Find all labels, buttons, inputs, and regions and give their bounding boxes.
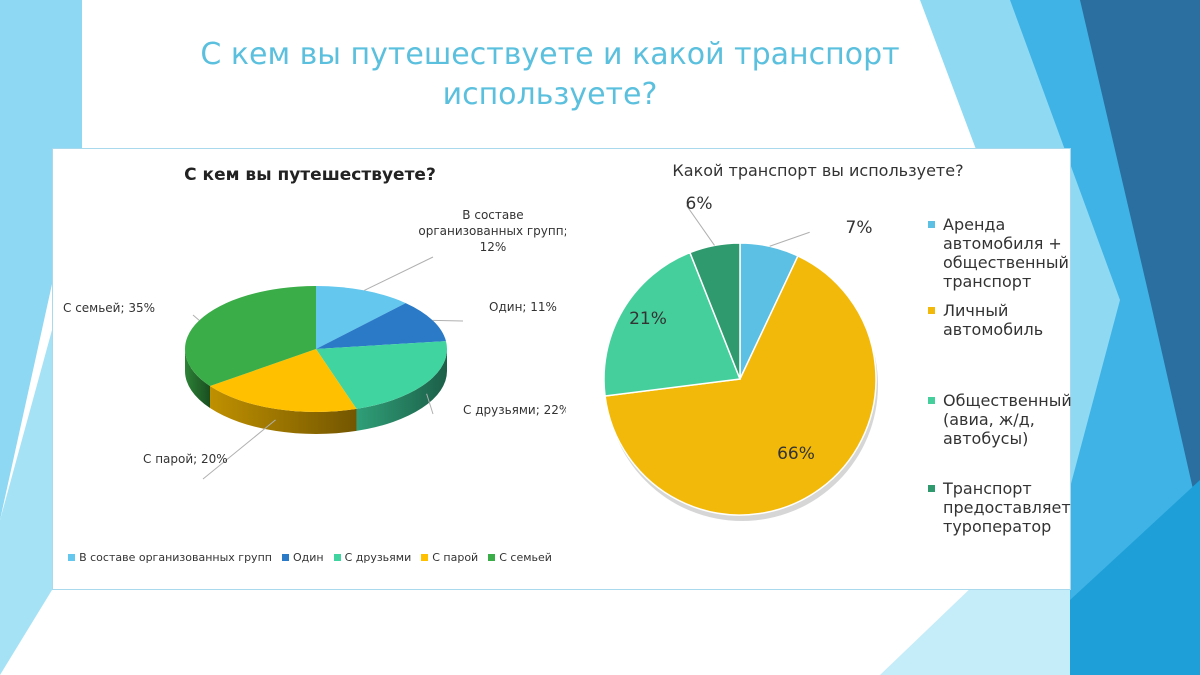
- data-label-1: 66%: [777, 444, 815, 464]
- legend-item: Один: [281, 551, 324, 564]
- pie-side-4: [185, 349, 211, 409]
- leader-line-3: [202, 419, 276, 480]
- chart-transport: Какой транспорт вы используете? 7% 66% 21%…: [566, 148, 1072, 590]
- data-label-1: Один; 11%: [489, 300, 557, 314]
- left-band-light: [0, 0, 82, 520]
- chart-title-with-whom: С кем вы путешествуете?: [184, 165, 436, 185]
- legend-swatch: [488, 554, 496, 561]
- leader-line-3: [686, 205, 715, 246]
- legend-swatch: [928, 397, 935, 404]
- leader-line-1: [432, 319, 464, 322]
- slide-title: С кем вы путешествуете и какой транспорт…: [200, 37, 900, 112]
- legend-swatch: [333, 554, 341, 561]
- legend-swatch: [68, 554, 76, 561]
- legend-item: Личный автомобиль: [928, 301, 1043, 339]
- legend-with-whom: В составе организованных групп Один С друз…: [53, 551, 567, 564]
- legend-swatch: [421, 554, 429, 561]
- legend-item: Общественный (авиа, ж/д, автобусы): [928, 391, 1072, 448]
- leader-line-4: [192, 314, 200, 321]
- pie-side-3: [210, 386, 357, 435]
- data-label-4: С семьей; 35%: [63, 301, 155, 315]
- legend-item: С парой: [421, 551, 478, 564]
- legend-item: С семьей: [488, 551, 552, 564]
- legend-swatch: [928, 221, 935, 228]
- pie-slice-1: [604, 254, 877, 516]
- legend-item: В составе организованных групп: [68, 551, 272, 564]
- legend-swatch: [928, 307, 935, 314]
- left-band-tail: [0, 330, 52, 675]
- pie-side-2: [356, 349, 447, 431]
- legend-label: С друзьями: [344, 551, 412, 564]
- legend-label: С парой: [432, 551, 479, 564]
- legend-label: Общественный (авиа, ж/д, автобусы): [943, 391, 1072, 448]
- chart-title-transport: Какой транспорт вы используете?: [672, 161, 964, 180]
- legend-swatch: [281, 554, 289, 561]
- legend-label: Аренда автомобиля + общественный транспорт: [943, 215, 1069, 291]
- data-label-0: 7%: [846, 218, 873, 238]
- pie-slice-2: [603, 251, 742, 397]
- pie-slice-4: [184, 286, 316, 387]
- legend-label: Один: [292, 551, 324, 564]
- legend-label: В составе организованных групп: [79, 551, 272, 564]
- legend-item: Транспорт предоставляет туроператор: [928, 479, 1071, 536]
- data-label-3: С парой; 20%: [143, 452, 228, 466]
- pie-slice-0: [316, 286, 406, 349]
- pie-slice-2: [316, 341, 448, 409]
- pie-transport: 7% 66% 21% 6%: [603, 194, 878, 521]
- legend-item: С друзьями: [333, 551, 412, 564]
- pie-slice-1: [316, 303, 446, 349]
- leader-line-0: [769, 231, 810, 247]
- data-label-0: В составе организованных групп; 12%: [418, 208, 567, 254]
- legend-label: С семьей: [499, 551, 552, 564]
- data-label-2: 21%: [629, 309, 667, 329]
- data-label-2: С друзьями; 22%: [463, 403, 567, 417]
- leader-line-0: [364, 256, 434, 291]
- legend-swatch: [928, 485, 935, 492]
- right-band-dark: [1080, 0, 1200, 520]
- pie-slice-3: [210, 349, 357, 412]
- legend-item: Аренда автомобиля + общественный транспорт: [928, 215, 1069, 291]
- leader-line-2: [426, 393, 434, 415]
- legend-label: Личный автомобиль: [943, 301, 1044, 339]
- pie-with-whom: В составе организованных групп; 12% Один; 1…: [63, 208, 567, 480]
- chart-with-whom: С кем вы путешествуете? В составе организ…: [52, 148, 568, 590]
- data-label-3: 6%: [686, 194, 713, 214]
- right-band-bottom2: [1070, 480, 1200, 675]
- legend-label: Транспорт предоставляет туроператор: [943, 479, 1071, 536]
